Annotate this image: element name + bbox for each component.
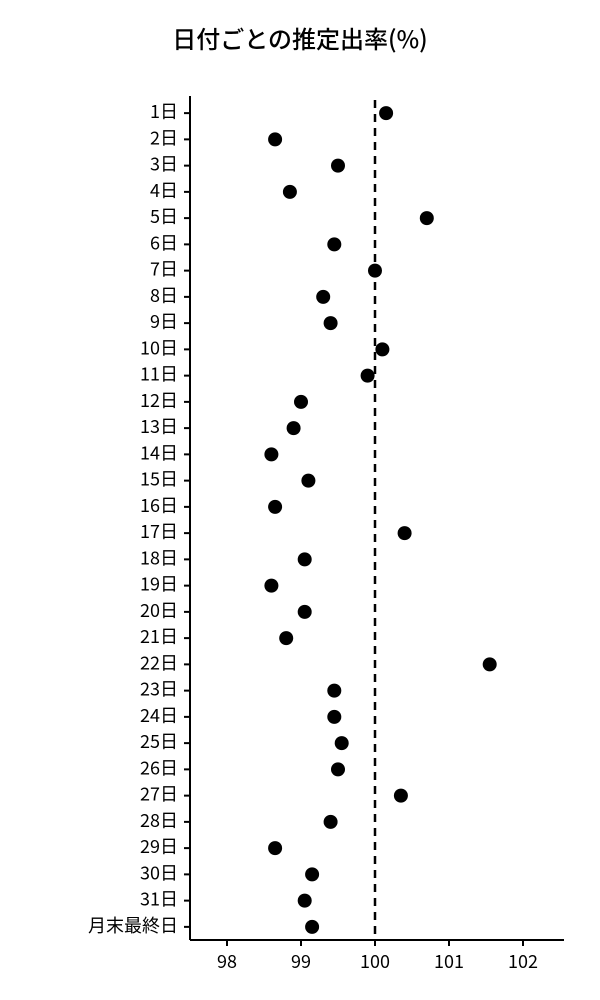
data-point bbox=[420, 211, 434, 225]
y-tick-label: 15日 bbox=[140, 466, 178, 492]
data-point bbox=[298, 894, 312, 908]
y-tick-label: 8日 bbox=[150, 282, 178, 308]
data-point bbox=[375, 342, 389, 356]
data-point bbox=[398, 526, 412, 540]
y-tick-label: 1日 bbox=[150, 98, 178, 124]
chart-container: 日付ごとの推定出率(%) 1日2日3日4日5日6日7日8日9日10日11日12日… bbox=[0, 0, 600, 1000]
y-tick-label: 26日 bbox=[140, 754, 178, 780]
data-point bbox=[298, 552, 312, 566]
y-tick-label: 31日 bbox=[140, 886, 178, 912]
data-point bbox=[331, 762, 345, 776]
y-tick-label: 30日 bbox=[140, 859, 178, 885]
y-tick-label: 4日 bbox=[150, 177, 178, 203]
y-tick-label: 20日 bbox=[140, 597, 178, 623]
scatter-plot: 1日2日3日4日5日6日7日8日9日10日11日12日13日14日15日16日1… bbox=[0, 80, 600, 1000]
chart-title: 日付ごとの推定出率(%) bbox=[0, 20, 600, 55]
data-point bbox=[335, 736, 349, 750]
y-tick-label: 28日 bbox=[140, 807, 178, 833]
data-point bbox=[294, 395, 308, 409]
y-tick-label: 11日 bbox=[140, 361, 178, 387]
y-tick-label: 16日 bbox=[140, 492, 178, 518]
y-tick-label: 21日 bbox=[140, 623, 178, 649]
data-point bbox=[305, 920, 319, 934]
y-tick-label: 18日 bbox=[140, 544, 178, 570]
y-tick-label: 12日 bbox=[140, 387, 178, 413]
data-point bbox=[379, 106, 393, 120]
data-point bbox=[483, 657, 497, 671]
y-tick-label: 14日 bbox=[140, 439, 178, 465]
y-tick-label: 13日 bbox=[140, 413, 178, 439]
y-tick-label: 22日 bbox=[140, 649, 178, 675]
y-tick-label: 2日 bbox=[150, 124, 178, 150]
data-point bbox=[394, 789, 408, 803]
data-point bbox=[287, 421, 301, 435]
x-tick-label: 98 bbox=[217, 948, 237, 974]
data-point bbox=[264, 447, 278, 461]
y-tick-label: 23日 bbox=[140, 676, 178, 702]
data-point bbox=[316, 290, 330, 304]
data-point bbox=[327, 710, 341, 724]
y-tick-label: 10日 bbox=[140, 334, 178, 360]
y-tick-label: 27日 bbox=[140, 781, 178, 807]
x-tick-label: 102 bbox=[508, 948, 538, 974]
data-point bbox=[331, 159, 345, 173]
data-point bbox=[305, 867, 319, 881]
x-tick-label: 99 bbox=[291, 948, 311, 974]
data-point bbox=[264, 579, 278, 593]
data-point bbox=[327, 684, 341, 698]
y-tick-label: 9日 bbox=[150, 308, 178, 334]
data-point bbox=[301, 474, 315, 488]
data-point bbox=[368, 264, 382, 278]
x-tick-label: 101 bbox=[434, 948, 464, 974]
data-point bbox=[268, 500, 282, 514]
data-point bbox=[268, 841, 282, 855]
data-point bbox=[324, 316, 338, 330]
y-tick-label: 19日 bbox=[140, 571, 178, 597]
data-point bbox=[283, 185, 297, 199]
y-tick-label: 29日 bbox=[140, 833, 178, 859]
y-tick-label: 6日 bbox=[150, 229, 178, 255]
y-tick-label: 7日 bbox=[150, 256, 178, 282]
data-point bbox=[298, 605, 312, 619]
y-tick-label: 月末最終日 bbox=[88, 912, 178, 938]
data-point bbox=[324, 815, 338, 829]
x-tick-label: 100 bbox=[360, 948, 390, 974]
data-point bbox=[327, 237, 341, 251]
y-tick-label: 17日 bbox=[140, 518, 178, 544]
y-tick-label: 3日 bbox=[150, 151, 178, 177]
data-point bbox=[268, 132, 282, 146]
data-point bbox=[279, 631, 293, 645]
data-point bbox=[361, 369, 375, 383]
y-tick-label: 25日 bbox=[140, 728, 178, 754]
y-tick-label: 24日 bbox=[140, 702, 178, 728]
y-tick-label: 5日 bbox=[150, 203, 178, 229]
